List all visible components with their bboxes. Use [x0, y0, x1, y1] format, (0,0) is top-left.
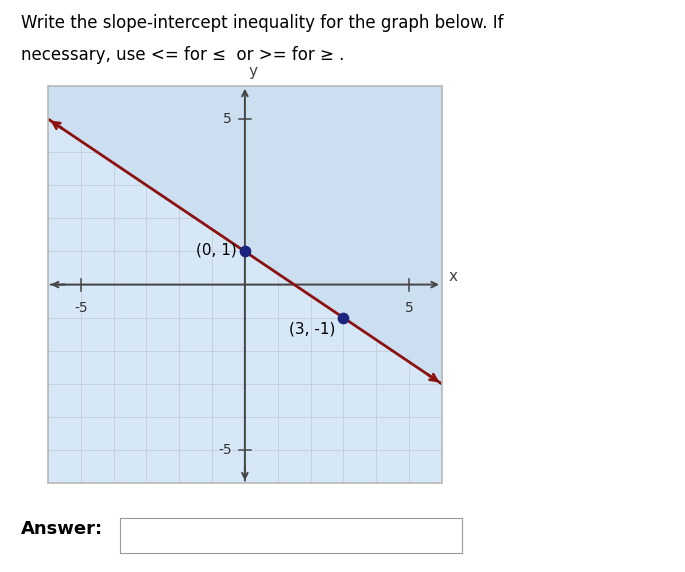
Text: Answer:: Answer:	[21, 520, 103, 538]
Text: x: x	[449, 269, 458, 284]
Text: Write the slope-intercept inequality for the graph below. If: Write the slope-intercept inequality for…	[21, 14, 503, 32]
Point	[338, 313, 349, 322]
Text: (3, -1): (3, -1)	[289, 321, 335, 336]
Text: y: y	[249, 64, 258, 79]
Text: 5: 5	[223, 112, 232, 126]
Text: 5: 5	[405, 301, 413, 315]
Text: necessary, use <= for ≤  or >= for ≥ .: necessary, use <= for ≤ or >= for ≥ .	[21, 46, 344, 63]
Text: -5: -5	[218, 443, 232, 457]
Text: -5: -5	[74, 301, 88, 315]
Point	[240, 247, 251, 256]
Text: (0, 1): (0, 1)	[196, 243, 237, 257]
